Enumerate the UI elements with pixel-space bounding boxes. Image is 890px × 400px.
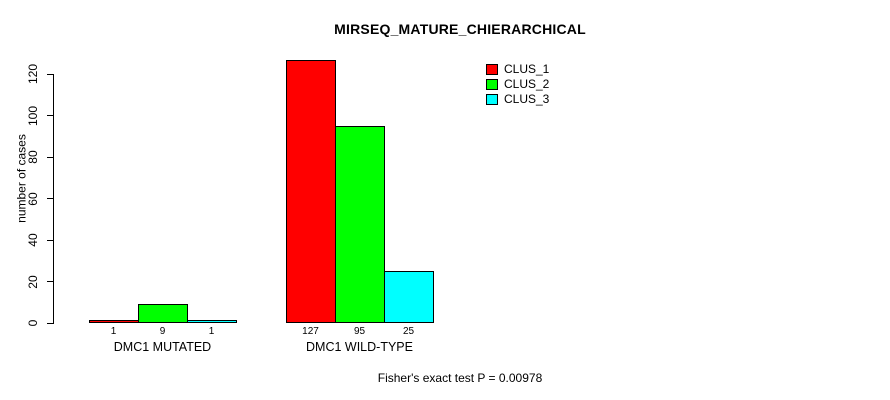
bar-clus_2-group1 bbox=[138, 304, 188, 323]
legend-swatch-clus_3 bbox=[486, 94, 498, 105]
y-tick-label: 0 bbox=[26, 319, 40, 327]
bar-value-label: 127 bbox=[302, 326, 319, 337]
bar-clus_3-group2 bbox=[384, 271, 434, 323]
legend-swatch-clus_1 bbox=[486, 64, 498, 75]
legend-label: CLUS_2 bbox=[504, 77, 550, 91]
legend-swatch-clus_2 bbox=[486, 79, 498, 90]
y-tick-mark bbox=[47, 73, 54, 75]
y-tick-label: 120 bbox=[26, 64, 40, 85]
bar-value-label: 95 bbox=[353, 326, 366, 337]
bar-value-label: 1 bbox=[208, 326, 215, 337]
y-tick-label: 20 bbox=[26, 274, 40, 289]
legend-row: CLUS_2 bbox=[486, 77, 549, 92]
legend-row: CLUS_1 bbox=[486, 62, 549, 77]
y-tick-mark bbox=[47, 156, 54, 158]
bar-value-label: 25 bbox=[402, 326, 415, 337]
y-tick-mark bbox=[47, 322, 54, 324]
bar-clus_2-group2 bbox=[335, 126, 385, 323]
y-tick-label: 60 bbox=[26, 191, 40, 206]
y-tick-mark bbox=[47, 198, 54, 200]
legend-row: CLUS_3 bbox=[486, 92, 549, 107]
y-tick-label: 40 bbox=[26, 233, 40, 247]
y-tick-label: 80 bbox=[26, 150, 40, 164]
bar-clus_1-group2 bbox=[286, 60, 336, 323]
chart-title: MIRSEQ_MATURE_CHIERARCHICAL bbox=[334, 21, 586, 37]
legend-label: CLUS_1 bbox=[504, 62, 550, 76]
y-tick-label: 100 bbox=[26, 105, 40, 126]
bar-clus_3-group1 bbox=[187, 320, 237, 323]
bar-value-label: 9 bbox=[159, 326, 166, 337]
y-tick-mark bbox=[47, 239, 54, 241]
legend: CLUS_1 CLUS_2 CLUS_3 bbox=[486, 62, 549, 107]
y-tick-mark bbox=[47, 115, 54, 117]
y-tick-mark bbox=[47, 281, 54, 283]
bar-clus_1-group1 bbox=[89, 320, 139, 323]
x-category-label: DMC1 MUTATED bbox=[113, 340, 212, 354]
stat-test-label: Fisher's exact test P = 0.00978 bbox=[377, 371, 543, 385]
x-category-label: DMC1 WILD-TYPE bbox=[306, 340, 413, 354]
bar-value-label: 1 bbox=[110, 326, 117, 337]
legend-label: CLUS_3 bbox=[504, 92, 550, 106]
